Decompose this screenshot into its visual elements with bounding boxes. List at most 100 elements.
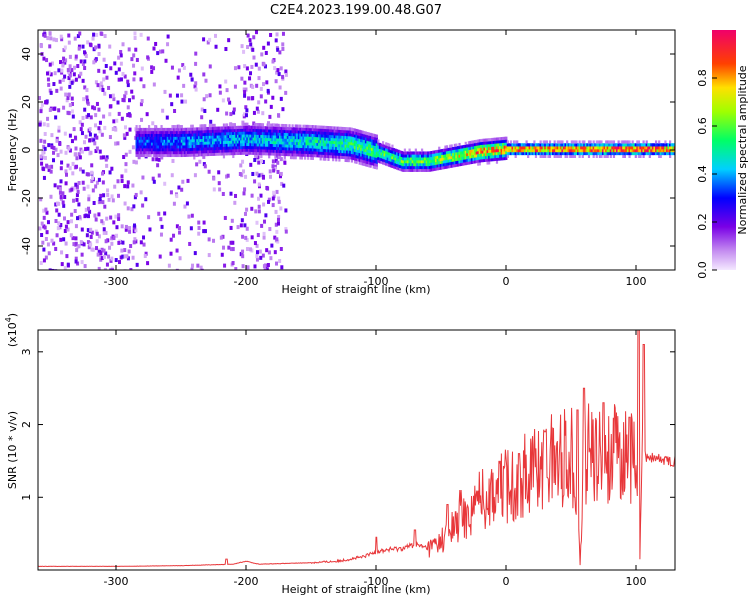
- heatmap-cell: [225, 111, 229, 116]
- heatmap-cell: [245, 108, 249, 113]
- heatmap-cell: [126, 105, 130, 110]
- heatmap-cell: [197, 133, 201, 137]
- heatmap-cell: [144, 142, 148, 146]
- heatmap-cell: [366, 146, 369, 150]
- heatmap-cell: [122, 155, 126, 160]
- heatmap-cell: [483, 138, 486, 142]
- heatmap-cell: [330, 134, 333, 139]
- heatmap-cell: [400, 153, 403, 158]
- heatmap-cell: [403, 148, 407, 152]
- heatmap-cell: [194, 87, 198, 92]
- heatmap-cell: [654, 146, 658, 150]
- heatmap-cell: [513, 151, 516, 156]
- heatmap-cell: [151, 142, 154, 146]
- heatmap-cell: [547, 143, 550, 147]
- heatmap-cell: [656, 143, 659, 147]
- heatmap-cell: [449, 144, 452, 148]
- heatmap-cell: [172, 130, 176, 134]
- heatmap-cell: [665, 143, 669, 147]
- heatmap-cell: [344, 144, 347, 148]
- heatmap-cell: [128, 127, 132, 132]
- heatmap-cell: [203, 164, 207, 169]
- heatmap-cell: [64, 181, 68, 186]
- heatmap-cell: [282, 129, 285, 133]
- heatmap-cell: [350, 139, 353, 143]
- heatmap-cell: [243, 187, 247, 192]
- heatmap-cell: [167, 263, 171, 268]
- heatmap-cell: [63, 60, 67, 65]
- heatmap-cell: [336, 149, 339, 153]
- heatmap-cell: [266, 152, 269, 156]
- heatmap-cell: [288, 141, 291, 145]
- heatmap-cell: [208, 138, 212, 142]
- heatmap-cell: [180, 150, 183, 155]
- heatmap-cell: [155, 148, 158, 152]
- heatmap-cell: [380, 152, 383, 156]
- heatmap-cell: [157, 142, 160, 146]
- heatmap-cell: [236, 125, 240, 130]
- heatmap-cell: [258, 123, 261, 127]
- heatmap-cell: [325, 125, 329, 130]
- heatmap-cell: [148, 227, 152, 232]
- heatmap-cell: [203, 108, 207, 113]
- heatmap-cell: [142, 84, 146, 89]
- heatmap-cell: [364, 145, 368, 150]
- heatmap-cell: [570, 146, 573, 150]
- heatmap-cell: [280, 265, 284, 270]
- heatmap-cell: [264, 213, 268, 218]
- heatmap-cell: [143, 145, 146, 149]
- heatmap-cell: [417, 168, 421, 172]
- heatmap-cell: [117, 193, 121, 198]
- heatmap-cell: [215, 146, 218, 151]
- heatmap-cell: [300, 139, 304, 143]
- heatmap-cell: [495, 157, 499, 161]
- heatmap-cell: [463, 156, 466, 160]
- heatmap-cell: [218, 140, 221, 145]
- heatmap-cell: [308, 147, 311, 152]
- heatmap-cell: [438, 149, 441, 153]
- heatmap-cell: [505, 145, 508, 149]
- heatmap-cell: [207, 126, 210, 131]
- heatmap-cell: [552, 149, 555, 153]
- heatmap-cell: [78, 31, 82, 36]
- heatmap-cell: [143, 150, 146, 155]
- heatmap-cell: [154, 150, 157, 155]
- heatmap-cell: [545, 149, 548, 153]
- heatmap-cell: [447, 150, 450, 154]
- heatmap-cell: [190, 77, 194, 82]
- heatmap-cell: [630, 143, 633, 147]
- heatmap-cell: [399, 159, 402, 163]
- heatmap-cell: [544, 154, 547, 158]
- heatmap-cell: [420, 157, 424, 161]
- heatmap-cell: [505, 151, 508, 155]
- heatmap-cell: [282, 141, 285, 145]
- heatmap-cell: [397, 161, 400, 165]
- heatmap-cell: [124, 168, 128, 173]
- heatmap-cell: [158, 145, 162, 149]
- heatmap-cell: [241, 140, 244, 144]
- heatmap-cell: [211, 149, 215, 154]
- heatmap-cell: [254, 154, 257, 158]
- heatmap-cell: [360, 141, 363, 145]
- heatmap-cell: [237, 65, 241, 70]
- heatmap-cell: [307, 150, 310, 155]
- heatmap-cell: [294, 147, 297, 151]
- heatmap-cell: [238, 145, 241, 150]
- heatmap-cell: [280, 146, 283, 151]
- heatmap-cell: [241, 120, 245, 125]
- heatmap-cell: [102, 114, 106, 119]
- heatmap-cell: [202, 124, 205, 128]
- heatmap-cell: [656, 149, 659, 153]
- heatmap-cell: [39, 138, 43, 143]
- heatmap-cell: [257, 140, 260, 144]
- heatmap-cell: [165, 145, 168, 149]
- heatmap-cell: [252, 151, 255, 155]
- heatmap-cell: [238, 131, 241, 135]
- heatmap-cell: [494, 157, 497, 161]
- heatmap-cell: [268, 146, 271, 150]
- heatmap-cell: [138, 133, 141, 137]
- heatmap-cell: [74, 54, 78, 59]
- heatmap-cell: [466, 155, 469, 160]
- heatmap-cell: [176, 75, 180, 80]
- heatmap-cell: [204, 124, 207, 128]
